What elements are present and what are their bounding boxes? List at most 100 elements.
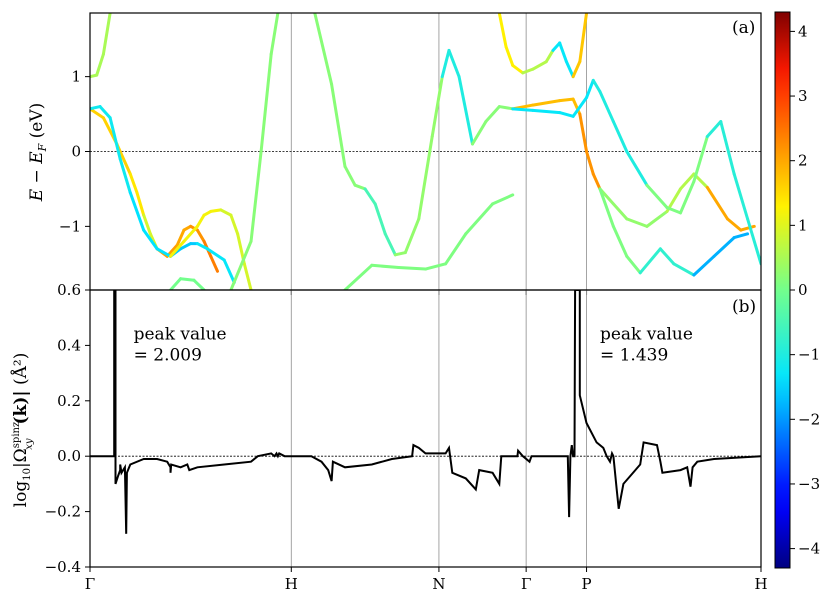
band-6-segment-5 [373,202,387,236]
band-1-segment-0 [90,107,105,120]
band-5-segment-2 [259,52,273,153]
band-1-segment-12 [195,228,206,243]
band-6-segment-6 [383,232,397,257]
panel-a-label: (a) [732,18,755,38]
band-4-segment-1 [179,277,196,282]
colorbar-tick-label-2: −2 [798,410,820,428]
ytick-label-b-2: 0.0 [57,447,81,465]
band-3-segment-2 [195,213,206,228]
band-4-segment-0 [169,277,183,290]
band-10-segment-14 [719,120,736,176]
peak-annotation-1-label: peak value [600,325,693,345]
band-8-segment-8 [564,60,575,79]
band-10-segment-4 [585,78,595,100]
band-10-segment-0 [511,107,535,112]
band-9-segment-13 [705,185,729,221]
peak-annotation-0-value: = 2.009 [134,346,202,366]
band-10-segment-3 [571,96,589,118]
band-8-segment-9 [571,60,582,79]
xtick-label-1: H [285,575,298,593]
band-2-segment-2 [108,116,122,161]
xtick-label-2: N [432,575,445,593]
band-10-segment-8 [625,150,649,187]
band-9-segment-6 [591,172,602,191]
colorbar-tick-label-3: −1 [798,346,820,364]
curvature-line [90,290,761,534]
band-8-segment-0 [497,13,508,49]
band-9-segment-14 [725,217,743,232]
colorbar-tick-label-5: 1 [798,216,808,234]
band-9-segment-9 [645,209,669,228]
band-10-segment-6 [598,90,615,124]
ytick-label-b-5: 0.6 [57,281,81,299]
band-10-segment-1 [531,108,562,115]
band-8-segment-2 [511,63,525,75]
band-10-segment-9 [645,183,669,210]
band-6-segment-1 [330,82,347,168]
band-2-segment-0 [90,105,102,111]
ytick-label-b-0: −0.4 [45,558,81,576]
band-1-segment-9 [175,228,186,247]
ytick-label-a-1: 0 [71,143,81,161]
band-7-segment-3 [424,262,448,271]
band-11-segment-2 [625,254,642,275]
band-6-segment-8 [403,217,421,255]
band-9-segment-1 [531,99,562,107]
xtick-label-0: Γ [85,575,95,593]
band-8-segment-1 [504,45,515,67]
band-10-segment-5 [591,78,602,94]
colorbar-tick-label-6: 2 [798,152,808,170]
band-4-segment-2 [192,278,206,290]
band-0-segment-1 [95,52,105,77]
band-2-segment-3 [118,157,132,195]
band-11-segment-7 [712,236,736,258]
band-3-segment-5 [219,208,233,217]
band-9-segment-8 [625,217,649,228]
band-6-segment-15 [484,105,501,124]
peak-annotation-1-value: = 1.439 [600,346,668,366]
band-9-segment-11 [678,172,696,191]
band-6-segment-12 [447,48,461,79]
band-3-segment-0 [169,239,186,258]
band-8-segment-3 [521,67,535,75]
band-10-segment-15 [732,172,750,221]
band-9-segment-3 [571,97,582,116]
band-6-segment-16 [497,105,515,111]
band-6-segment-9 [417,135,434,221]
band-3-segment-1 [182,224,199,243]
colorbar: −4 −3 −2 −1 0 1 2 3 4 [774,11,820,569]
band-3-segment-6 [229,213,240,236]
colorbar-tick-label-7: 3 [798,87,808,105]
band-6-segment-3 [353,183,367,191]
peak-annotation-0-label: peak value [134,325,227,345]
ytick-label-b-3: 0.2 [57,392,81,410]
band-6-segment-10 [430,75,444,139]
band-5-segment-0 [229,239,253,290]
band-6-segment-13 [457,75,474,146]
band-2-segment-5 [142,228,159,251]
band-9-segment-4 [578,112,589,153]
panel-b-ylabel: log10|Ωspinz xy(k)| (Å²) [10,353,35,508]
band-7-segment-6 [491,193,515,206]
panel-b-label: (b) [732,297,756,317]
band-9-segment-5 [585,150,595,176]
band-8-segment-10 [578,13,589,64]
band-10-segment-16 [746,217,761,266]
band-5-segment-1 [249,150,263,243]
band-9-segment-7 [598,187,629,221]
band-11-segment-3 [638,247,662,275]
colorbar-gradient [774,11,791,569]
xtick-label-4: P [581,575,591,593]
band-11-segment-8 [732,232,750,240]
band-10-segment-13 [705,120,723,139]
panel-a-ylabel: E − EF (eV) [27,103,49,203]
band-1-segment-3 [128,172,139,195]
colorbar-tick-label-4: 0 [798,281,808,299]
colorbar-tick-label-8: 4 [798,22,808,40]
band-10-segment-12 [692,135,709,183]
band-10-segment-2 [558,111,575,118]
band-6-segment-11 [440,48,451,79]
band-2-segment-12 [222,258,236,285]
band-7-segment-4 [444,232,468,266]
